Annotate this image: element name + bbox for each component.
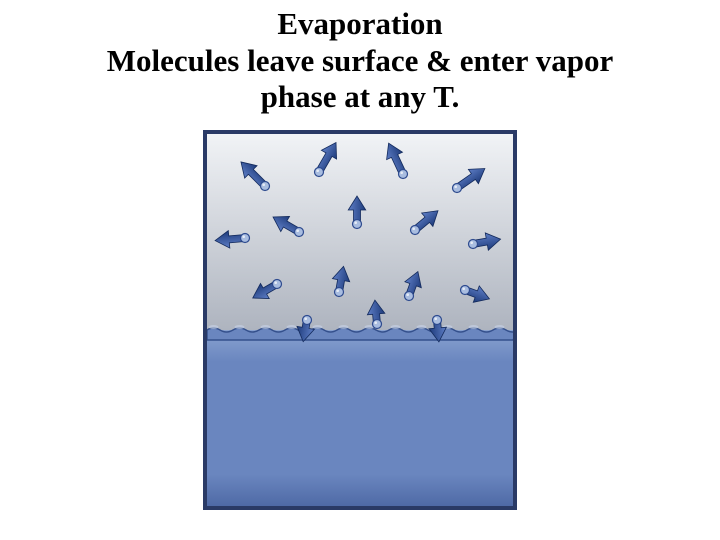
title-block: Evaporation Molecules leave surface & en…	[0, 0, 720, 116]
title-line-3: phase at any T.	[0, 79, 720, 116]
evaporation-diagram	[203, 130, 517, 510]
diagram-svg	[207, 134, 513, 506]
title-line-2: Molecules leave surface & enter vapor	[0, 43, 720, 80]
title-line-1: Evaporation	[0, 6, 720, 43]
